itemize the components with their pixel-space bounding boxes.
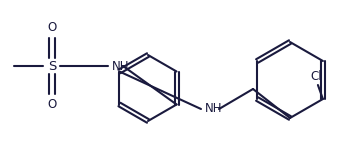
Text: NH: NH (205, 102, 222, 115)
Text: O: O (47, 98, 57, 111)
Text: S: S (48, 59, 56, 73)
Text: NH: NH (112, 59, 129, 73)
Text: O: O (47, 21, 57, 34)
Text: Cl: Cl (310, 70, 322, 83)
